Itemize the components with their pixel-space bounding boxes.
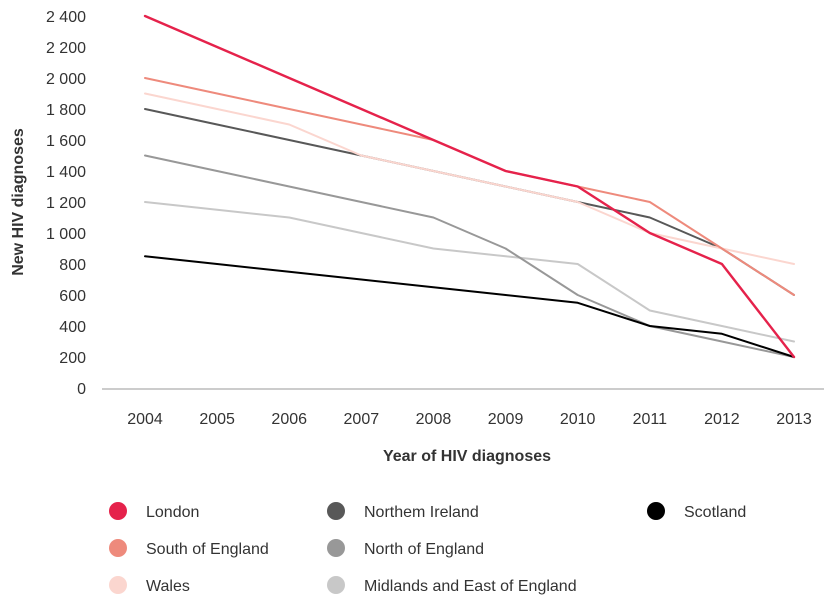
legend-swatch-south-of-england [109, 539, 127, 557]
y-tick-label: 600 [59, 288, 86, 305]
x-tick-label: 2009 [488, 411, 524, 428]
y-tick-label: 0 [77, 381, 86, 398]
series-lines [143, 14, 796, 359]
series-line-south-of-england [144, 77, 795, 296]
y-tick-label: 1 000 [46, 226, 86, 243]
x-tick-label: 2013 [776, 411, 812, 428]
y-tick-label: 200 [59, 350, 86, 367]
y-tick-label: 400 [59, 319, 86, 336]
x-axis-ticks: 2004 2005 2006 2007 2008 2009 2010 2011 2012 2013 [127, 411, 812, 428]
legend-swatch-scotland [647, 502, 665, 520]
legend-swatch-wales [109, 576, 127, 594]
legend-label-north-of-england: North of England [364, 541, 484, 558]
x-tick-label: 2011 [633, 411, 668, 428]
x-tick-label: 2004 [127, 411, 163, 428]
y-axis-ticks: 0 200 400 600 800 1 000 1 200 1 400 1 600 1 800 2 … [46, 9, 86, 398]
y-tick-label: 2 400 [46, 9, 86, 26]
series-line-london [143, 14, 796, 359]
x-axis-title: Year of HIV diagnoses [383, 448, 551, 465]
x-tick-label: 2012 [704, 411, 740, 428]
legend-swatch-midlands-and-east-of-england [327, 576, 345, 594]
legend-label-northem-ireland: Northem Ireland [364, 504, 479, 521]
legend-label-scotland: Scotland [684, 504, 746, 521]
y-tick-label: 1 600 [46, 133, 86, 150]
x-tick-label: 2007 [344, 411, 380, 428]
series-line-north-of-england [144, 154, 795, 358]
x-tick-label: 2008 [416, 411, 452, 428]
y-tick-label: 2 200 [46, 40, 86, 57]
legend-label-wales: Wales [146, 578, 190, 595]
x-tick-label: 2005 [199, 411, 235, 428]
legend-swatch-north-of-england [327, 539, 345, 557]
series-line-scotland [144, 255, 795, 358]
y-tick-label: 1 800 [46, 102, 86, 119]
y-axis-title: New HIV diagnoses [10, 128, 27, 276]
y-tick-label: 2 000 [46, 71, 86, 88]
legend-label-london: London [146, 504, 199, 521]
legend-label-south-of-england: South of England [146, 541, 269, 558]
legend: London South of England Wales Northem Irela… [109, 502, 746, 595]
series-line-midlands-and-east-of-england [144, 201, 795, 343]
x-tick-label: 2010 [560, 411, 596, 428]
series-line-wales [144, 92, 795, 265]
y-tick-label: 1 200 [46, 195, 86, 212]
legend-label-midlands-and-east-of-england: Midlands and East of England [364, 578, 577, 595]
x-tick-label: 2006 [271, 411, 307, 428]
legend-swatch-london [109, 502, 127, 520]
y-tick-label: 1 400 [46, 164, 86, 181]
y-tick-label: 800 [59, 257, 86, 274]
legend-swatch-northem-ireland [327, 502, 345, 520]
